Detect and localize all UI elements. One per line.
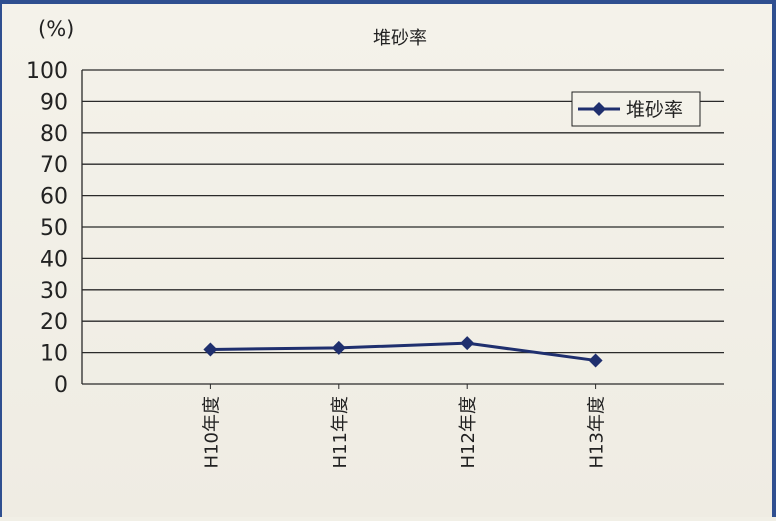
x-tick-label: H10年度 xyxy=(201,396,222,468)
y-tick-label: 70 xyxy=(40,153,68,178)
y-tick-label: 100 xyxy=(26,59,68,84)
y-tick-label: 90 xyxy=(40,90,68,115)
y-tick-label: 80 xyxy=(40,122,68,147)
y-tick-label: 40 xyxy=(40,247,68,272)
legend-marker xyxy=(592,102,606,116)
y-tick-label: 0 xyxy=(54,373,68,398)
y-axis-unit-label: (%) xyxy=(38,17,74,41)
data-point-marker xyxy=(331,340,346,355)
legend: 堆砂率 xyxy=(571,91,701,127)
series-line xyxy=(210,341,596,362)
legend-label: 堆砂率 xyxy=(626,99,683,121)
y-tick-label: 60 xyxy=(40,185,68,210)
x-tick-label: H12年度 xyxy=(458,396,479,468)
line-chart: (%) 堆砂率 0 10 20 30 40 50 60 70 80 90 100 H10年度 H11年… xyxy=(26,17,724,468)
series-layer xyxy=(203,336,603,368)
x-axis-ticks: H10年度 H11年度 H12年度 H13年度 xyxy=(201,384,608,468)
x-tick-label: H11年度 xyxy=(330,396,351,468)
y-axis-ticks: 0 10 20 30 40 50 60 70 80 90 100 xyxy=(26,59,68,398)
y-tick-label: 50 xyxy=(40,216,68,241)
y-tick-label: 10 xyxy=(40,342,68,367)
chart-title: 堆砂率 xyxy=(373,28,427,49)
data-point-marker xyxy=(460,336,475,351)
data-point-marker xyxy=(588,353,603,368)
y-tick-label: 30 xyxy=(40,279,68,304)
data-point-marker xyxy=(203,342,218,357)
x-tick-label: H13年度 xyxy=(587,396,608,468)
y-tick-label: 20 xyxy=(40,310,68,335)
